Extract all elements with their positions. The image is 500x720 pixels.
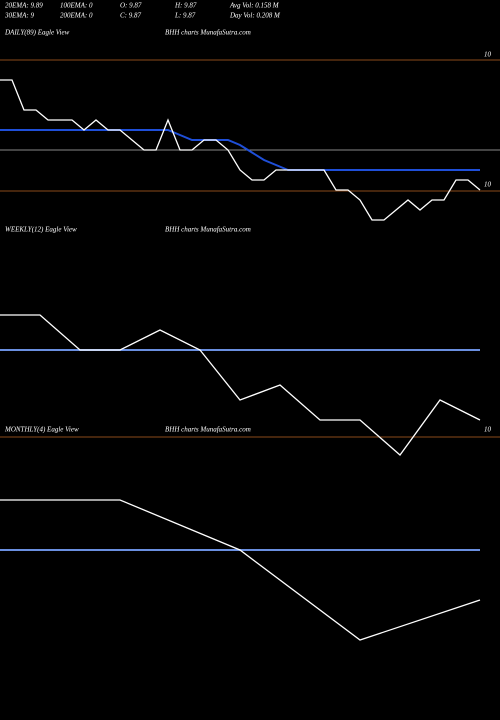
header-stat: 30EMA: 9 xyxy=(4,12,34,20)
header-stat: O: 9.87 xyxy=(120,2,142,10)
panel-title: WEEKLY(12) Eagle View xyxy=(5,226,77,234)
price-line xyxy=(0,129,480,171)
price-label: 10 xyxy=(484,51,492,59)
panel-subtitle: BHH charts MunafaSutra.com xyxy=(165,29,251,37)
header-stat: C: 9.87 xyxy=(120,12,142,20)
header-stat: Day Vol: 0.208 M xyxy=(229,12,281,20)
header-stat: 200EMA: 0 xyxy=(60,12,93,20)
header-stat: H: 9.87 xyxy=(174,2,197,10)
price-line xyxy=(0,314,481,456)
price-label: 10 xyxy=(484,426,492,434)
panel-title: MONTHLY(4) Eagle View xyxy=(4,426,79,434)
panel-subtitle: BHH charts MunafaSutra.com xyxy=(165,226,251,234)
panel-subtitle: BHH charts MunafaSutra.com xyxy=(165,426,251,434)
header-stat: L: 9.87 xyxy=(174,12,196,20)
price-line xyxy=(0,499,481,641)
price-line xyxy=(0,79,481,221)
price-label: 10 xyxy=(484,181,492,189)
header-stat: 100EMA: 0 xyxy=(60,2,93,10)
panel-title: DAILY(89) Eagle View xyxy=(4,29,70,37)
header-stat: Avg Vol: 0.158 M xyxy=(229,2,280,10)
header-stat: 20EMA: 9.89 xyxy=(5,2,43,10)
